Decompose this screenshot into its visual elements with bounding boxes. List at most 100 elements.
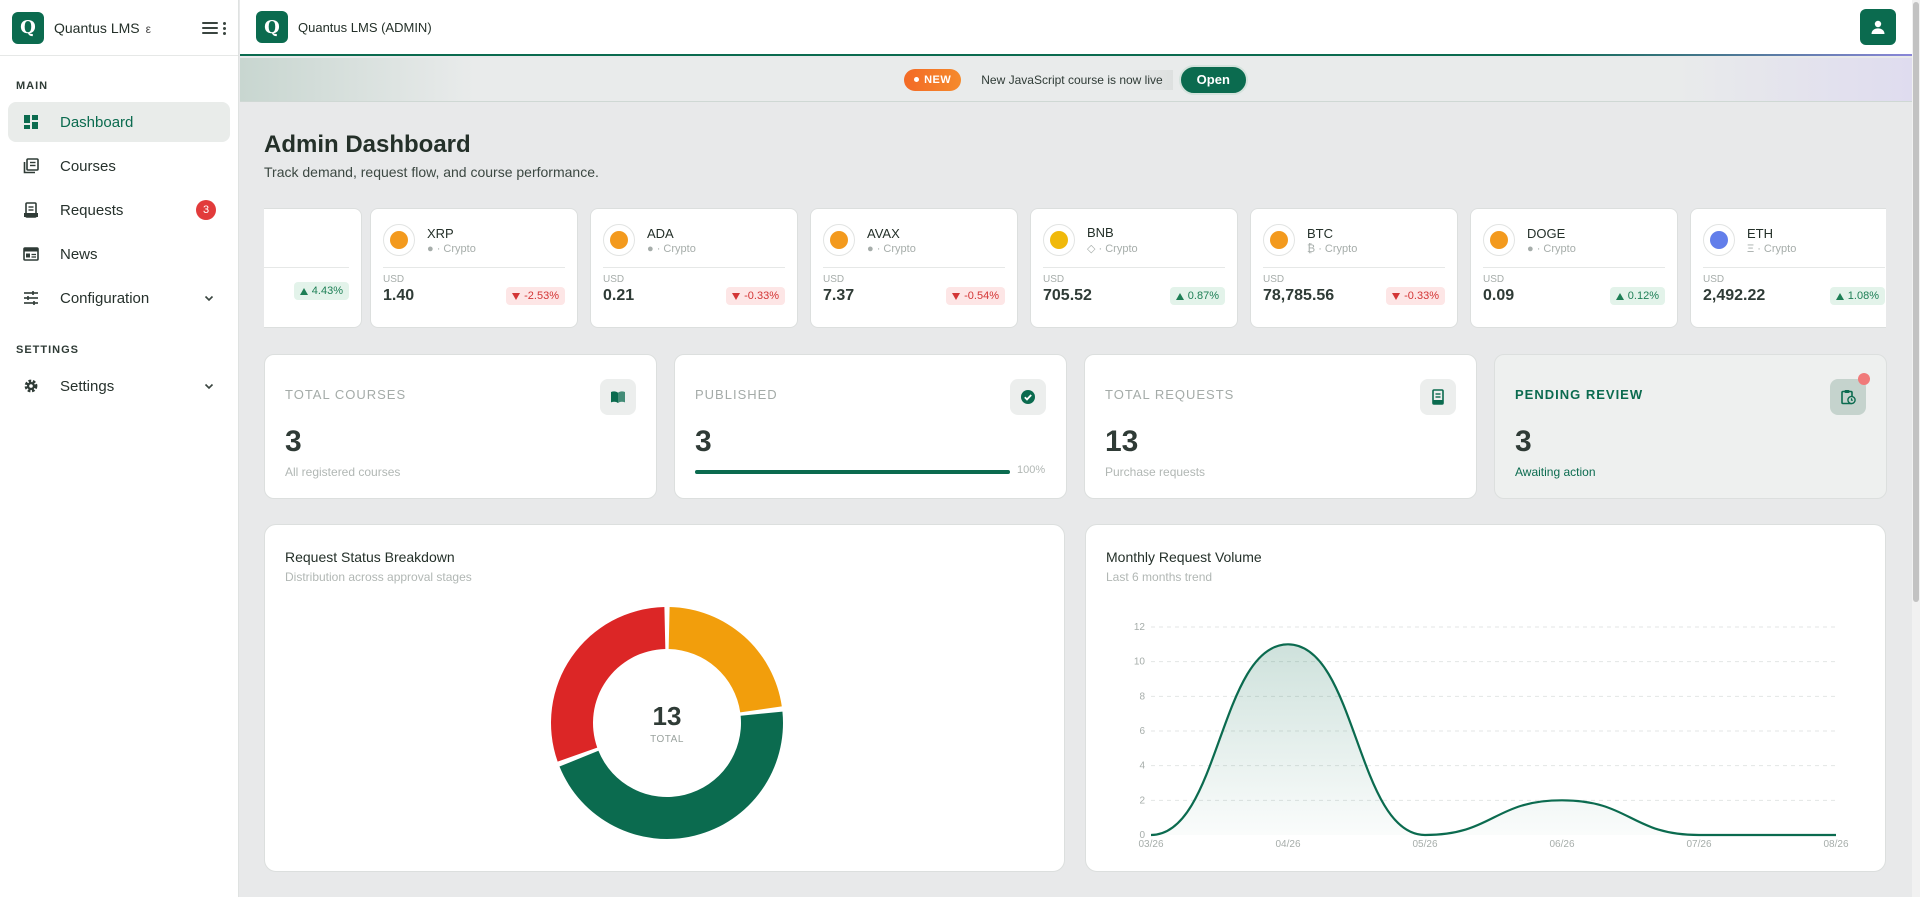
donut-total-label: TOTAL [650,734,684,745]
sidebar-item-dashboard[interactable]: Dashboard [8,102,230,142]
donut-slice-1[interactable] [559,711,784,839]
stat-value: 3 [1515,425,1532,458]
sidebar-item-news[interactable]: News [8,234,230,274]
topbar-logo[interactable]: Q [256,11,288,43]
coin-icon [1703,224,1735,256]
y-tick-label: 6 [1139,726,1145,737]
donut-slice-0[interactable] [668,607,782,713]
sidebar-item-label: Configuration [60,289,150,307]
ticker-change-value: 0.87% [1187,290,1219,302]
sidebar-item-label: Dashboard [60,113,134,131]
ticker-card-eth[interactable]: ETH Ξ · Crypto USD 2,492.22 1.08% [1690,208,1886,328]
topbar-accent-line [1540,54,1912,56]
y-tick-label: 12 [1134,622,1146,633]
ticker-symbol: DOGE [1527,225,1566,241]
check-circle-icon [1010,379,1046,415]
app-logo[interactable]: Q [12,11,44,44]
ticker-price: 1.40 [383,287,415,304]
stat-value: 3 [695,425,712,458]
scrollbar-thumb[interactable] [1913,2,1919,602]
sidebar-item-requests[interactable]: Requests 3 [8,190,230,230]
stat-card-total-requests[interactable]: TOTAL REQUESTS 13 Purchase requests [1084,354,1477,499]
sidebar-header: Q Quantus LMS ε [0,0,238,56]
ticker-price: 7.37 [823,287,855,304]
ticker-type: ● · Crypto [867,242,916,255]
ticker-card-avax[interactable]: AVAX ● · Crypto USD 7.37 -0.54% [810,208,1018,328]
stat-card-published[interactable]: PUBLISHED 3 100% [674,354,1067,499]
sidebar-section-settings: SETTINGS [16,344,80,356]
ticker-price: 0.09 [1483,287,1515,304]
menu-toggle-icon[interactable] [202,18,226,38]
y-tick-label: 0 [1139,830,1145,841]
ticker-type: ● · Crypto [1527,242,1576,255]
chevron-down-icon [204,383,214,390]
user-menu-button[interactable] [1860,9,1896,45]
stat-card-pending-review[interactable]: PENDING REVIEW 3 Awaiting action [1494,354,1887,499]
ticker-price: 2,492.22 [1703,287,1766,304]
ticker-change: -0.33% [1386,287,1445,305]
stat-caption: Awaiting action [1515,465,1596,479]
stat-caption: All registered courses [285,465,401,479]
sidebar-app-name-tail: ε [145,21,151,36]
news-icon [22,245,40,263]
y-tick-label: 8 [1139,691,1145,702]
donut-chart: 13 TOTAL [547,603,787,843]
request-status-panel: Request Status Breakdown Distribution ac… [264,524,1065,872]
requests-count-badge: 3 [196,200,216,220]
requests-icon [22,201,40,219]
sidebar: Q Quantus LMS ε MAIN Dashboard Courses Re… [0,0,239,897]
sidebar-item-configuration[interactable]: Configuration [8,278,230,318]
ticker-symbol: BNB [1087,225,1114,240]
coin-icon [603,224,635,256]
ticker-card-xrp[interactable]: XRP ● · Crypto USD 1.40 -2.53% [370,208,578,328]
stat-value: 13 [1105,425,1139,458]
ticker-card-bnb[interactable]: BNB ◇ · Crypto USD 705.52 0.87% [1030,208,1238,328]
clipboard-clock-icon [1830,373,1870,415]
stat-card-total-courses[interactable]: TOTAL COURSES 3 All registered courses [264,354,657,499]
book-icon [600,379,636,415]
sidebar-item-courses[interactable]: Courses [8,146,230,186]
ticker-currency: USD [823,274,845,285]
announcement-bar: NEW New JavaScript course is now live Op… [240,58,1912,102]
ticker-change: 1.08% [1829,287,1885,305]
ticker-symbol: ETH [1747,225,1773,241]
sliders-icon [22,289,40,307]
ticker-card-ada[interactable]: ADA ● · Crypto USD 0.21 -0.33% [590,208,798,328]
crypto-ticker: 4.43% XRP ● · Crypto USD 1.40 -2.53% ADA ● · C… [264,208,1886,330]
stat-label: TOTAL REQUESTS [1105,387,1235,402]
x-tick-label: 07/26 [1686,839,1711,850]
ticker-symbol: AVAX [867,225,900,241]
ticker-price: 0.21 [603,287,635,304]
ticker-change-value: -0.54% [964,290,999,302]
stat-label: PENDING REVIEW [1515,387,1644,402]
donut-slice-2[interactable] [551,607,666,762]
ticker-card-doge[interactable]: DOGE ● · Crypto USD 0.09 0.12% [1470,208,1678,328]
ticker-card-partial[interactable]: 4.43% [264,208,362,328]
page-scrollbar[interactable] [1912,0,1920,897]
ticker-change-value: -2.53% [524,290,559,302]
y-tick-label: 10 [1134,657,1146,668]
sidebar-item-label: Courses [60,157,116,175]
series-line[interactable] [1150,643,1836,837]
ticker-symbol: XRP [427,225,454,241]
new-badge-label: NEW [924,73,952,86]
ticker-currency: USD [603,274,625,285]
coin-icon [1043,224,1075,256]
y-tick-label: 4 [1139,761,1145,772]
sidebar-app-name-text: Quantus LMS [54,19,140,36]
ticker-card-btc[interactable]: BTC ₿ · Crypto USD 78,785.56 -0.33% [1250,208,1458,328]
coin-icon [1263,224,1295,256]
sidebar-item-settings[interactable]: Settings [8,366,230,406]
user-icon [1871,20,1885,34]
sidebar-item-label: Requests [60,201,124,219]
ticker-currency: USD [1263,274,1285,285]
stat-caption: Purchase requests [1105,465,1206,479]
gear-icon [22,377,40,395]
dashboard-icon [22,113,40,131]
donut-center: 13 TOTAL [547,603,787,843]
ticker-symbol: BTC [1307,225,1333,241]
announcement-text: New JavaScript course is now live [981,69,1173,90]
ticker-type: Ξ · Crypto [1747,242,1797,255]
announcement-open-button[interactable]: Open [1178,64,1248,95]
chevron-down-icon [204,295,214,302]
